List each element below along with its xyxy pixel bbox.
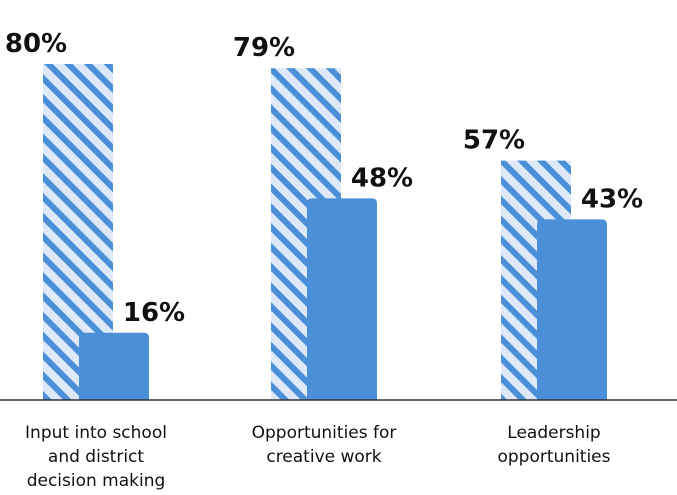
labels-layer: 80% 79% 57% 16% 48% 43% Input into school and d… (5, 29, 643, 491)
category-label-1: Opportunities for creative work (252, 423, 397, 467)
bar-solid-0 (79, 332, 149, 400)
bar-solid-2 (537, 219, 607, 400)
value-label-hatched-2: 57% (463, 126, 525, 156)
bars-layer (43, 64, 607, 400)
value-label-solid-0: 16% (123, 298, 185, 328)
value-label-hatched-0: 80% (5, 29, 67, 59)
category-label-2: Leadership opportunities (497, 423, 610, 467)
bar-solid-1 (307, 198, 377, 400)
value-label-solid-2: 43% (581, 184, 643, 214)
value-label-hatched-1: 79% (233, 33, 295, 63)
value-label-solid-1: 48% (351, 163, 413, 193)
category-label-0: Input into school and district decision ma… (25, 423, 167, 491)
